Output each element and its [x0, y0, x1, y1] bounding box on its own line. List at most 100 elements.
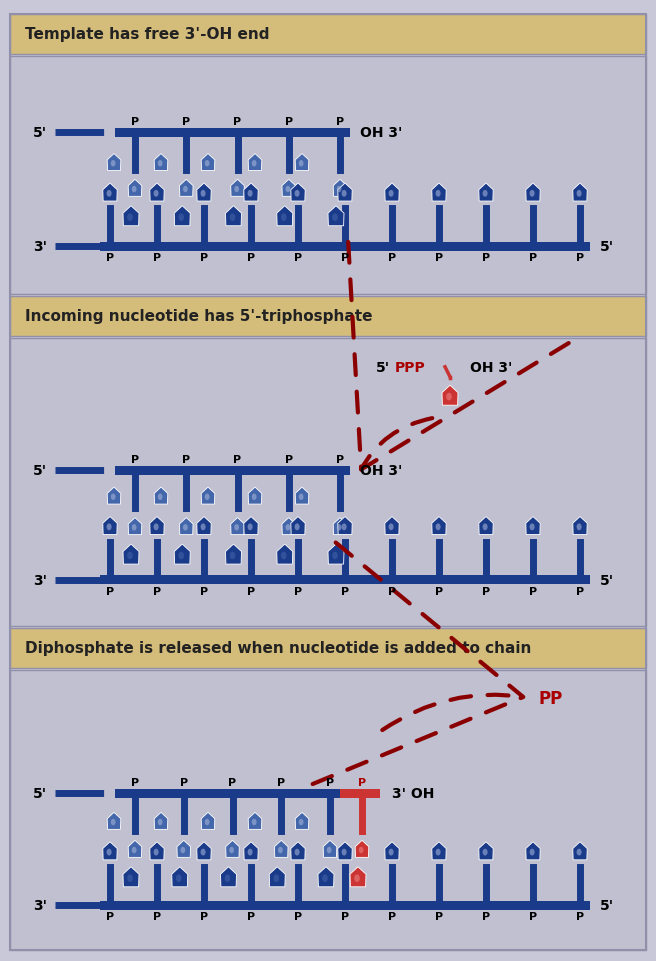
- Text: P: P: [182, 117, 190, 127]
- Text: P: P: [341, 253, 349, 263]
- Text: P: P: [131, 777, 139, 787]
- Ellipse shape: [388, 190, 394, 198]
- Polygon shape: [123, 545, 139, 564]
- Polygon shape: [338, 517, 352, 535]
- Ellipse shape: [247, 524, 253, 530]
- Text: P: P: [294, 911, 302, 922]
- Text: 5': 5': [376, 360, 390, 375]
- Polygon shape: [526, 517, 540, 535]
- Text: P: P: [326, 777, 334, 787]
- Polygon shape: [107, 487, 121, 505]
- Polygon shape: [248, 155, 262, 171]
- Polygon shape: [201, 155, 215, 171]
- Polygon shape: [244, 517, 258, 535]
- Polygon shape: [123, 207, 139, 227]
- Polygon shape: [220, 867, 237, 887]
- Bar: [10, 297, 646, 336]
- Text: P: P: [388, 253, 396, 263]
- Ellipse shape: [183, 186, 188, 193]
- Polygon shape: [442, 385, 458, 406]
- Polygon shape: [291, 517, 305, 535]
- Polygon shape: [355, 841, 369, 857]
- Text: 5': 5': [33, 464, 47, 478]
- Ellipse shape: [225, 875, 230, 882]
- Ellipse shape: [483, 524, 487, 530]
- Text: P: P: [482, 253, 490, 263]
- Polygon shape: [103, 184, 117, 202]
- Polygon shape: [128, 518, 142, 535]
- Ellipse shape: [337, 525, 342, 531]
- Bar: [10, 671, 646, 950]
- Text: P: P: [435, 253, 443, 263]
- Ellipse shape: [388, 849, 394, 855]
- Polygon shape: [573, 517, 587, 535]
- Text: P: P: [576, 911, 584, 922]
- Ellipse shape: [111, 819, 115, 825]
- FancyArrowPatch shape: [347, 228, 569, 470]
- Polygon shape: [318, 867, 334, 887]
- Polygon shape: [282, 518, 296, 535]
- Text: P: P: [482, 911, 490, 922]
- Polygon shape: [150, 517, 164, 535]
- Text: P: P: [435, 911, 443, 922]
- Text: P: P: [153, 253, 161, 263]
- Text: 3': 3': [33, 574, 47, 587]
- Ellipse shape: [201, 524, 205, 530]
- Ellipse shape: [252, 160, 256, 167]
- Text: P: P: [106, 253, 114, 263]
- Text: P: P: [247, 911, 255, 922]
- Polygon shape: [177, 841, 190, 857]
- Polygon shape: [154, 487, 168, 505]
- Ellipse shape: [342, 849, 346, 855]
- Polygon shape: [479, 517, 493, 535]
- Polygon shape: [244, 842, 258, 860]
- Ellipse shape: [127, 553, 133, 559]
- Polygon shape: [174, 545, 190, 564]
- Ellipse shape: [436, 849, 441, 855]
- Ellipse shape: [158, 494, 163, 501]
- Text: P: P: [200, 911, 208, 922]
- Polygon shape: [526, 184, 540, 202]
- Text: Template has free 3'-OH end: Template has free 3'-OH end: [25, 28, 270, 42]
- Bar: [100, 242, 590, 252]
- Text: PP: PP: [538, 689, 562, 707]
- Polygon shape: [432, 184, 446, 202]
- Text: 5': 5': [33, 126, 47, 140]
- Polygon shape: [350, 867, 366, 887]
- Ellipse shape: [154, 524, 159, 530]
- Text: 3': 3': [33, 899, 47, 912]
- Text: P: P: [482, 586, 490, 596]
- Polygon shape: [150, 842, 164, 860]
- Polygon shape: [231, 518, 244, 535]
- Ellipse shape: [201, 190, 205, 198]
- Ellipse shape: [295, 524, 300, 530]
- Text: P: P: [529, 586, 537, 596]
- Text: P: P: [336, 455, 344, 465]
- Polygon shape: [201, 812, 215, 829]
- Bar: [10, 15, 646, 55]
- Ellipse shape: [577, 849, 582, 855]
- Text: P: P: [182, 455, 190, 465]
- Bar: [115, 466, 350, 476]
- Ellipse shape: [529, 190, 535, 198]
- Ellipse shape: [483, 849, 487, 855]
- Ellipse shape: [154, 849, 159, 855]
- Ellipse shape: [111, 494, 115, 501]
- Ellipse shape: [180, 847, 185, 853]
- Bar: [115, 129, 350, 137]
- Ellipse shape: [388, 524, 394, 530]
- Ellipse shape: [342, 524, 346, 530]
- Polygon shape: [154, 812, 168, 829]
- Polygon shape: [573, 184, 587, 202]
- Ellipse shape: [285, 525, 290, 531]
- Polygon shape: [338, 184, 352, 202]
- Ellipse shape: [230, 214, 236, 222]
- Ellipse shape: [111, 160, 115, 167]
- Ellipse shape: [278, 847, 283, 853]
- Ellipse shape: [252, 819, 256, 825]
- Ellipse shape: [132, 847, 136, 853]
- Polygon shape: [226, 207, 241, 227]
- Polygon shape: [277, 207, 293, 227]
- Text: P: P: [336, 117, 344, 127]
- Polygon shape: [385, 842, 400, 860]
